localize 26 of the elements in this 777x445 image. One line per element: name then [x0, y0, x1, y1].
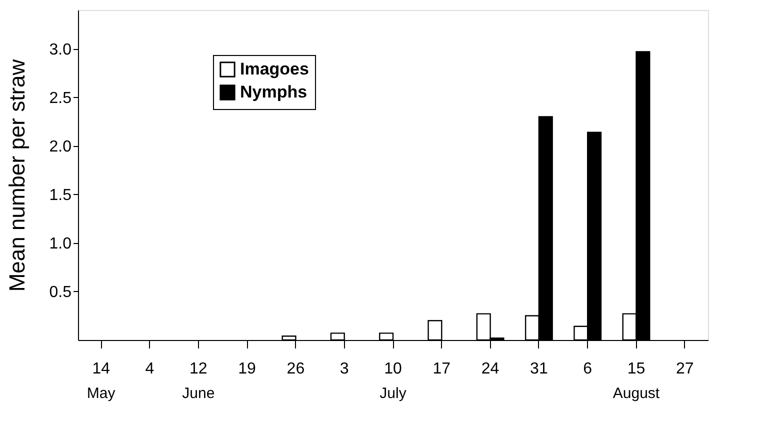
y-tick-label: 2.0 — [49, 138, 72, 156]
x-tick-label: 14 — [92, 360, 110, 378]
x-tick-label: 6 — [583, 360, 592, 378]
y-tick-label: 0.5 — [49, 284, 72, 301]
x-tick-label: 3 — [340, 360, 349, 378]
text: July — [380, 385, 407, 402]
legend-label: Nymphs — [240, 82, 308, 102]
text: August — [612, 385, 660, 402]
legend-label: Imagoes — [240, 60, 309, 78]
x-tick-label: 31 — [530, 360, 548, 378]
text: May — [86, 385, 116, 402]
x-tick-label: 12 — [190, 360, 208, 378]
x-tick-label: 26 — [286, 360, 305, 378]
x-tick-label: 17 — [432, 360, 451, 378]
text: June — [182, 385, 215, 402]
x-tick-label: 15 — [627, 360, 646, 378]
x-tick-label: 10 — [384, 360, 402, 378]
y-axis-title: Mean number per straw — [4, 59, 30, 292]
y-tick-label: 2.5 — [49, 90, 72, 107]
x-tick-label: 24 — [481, 360, 500, 378]
y-tick-label: 3.0 — [49, 41, 72, 58]
y-tick-label: 1.5 — [49, 186, 72, 204]
x-tick-label: 27 — [676, 360, 694, 378]
y-tick-label: 1.0 — [49, 235, 72, 252]
x-tick-label: 4 — [145, 360, 154, 378]
x-tick-label: 19 — [238, 360, 256, 378]
